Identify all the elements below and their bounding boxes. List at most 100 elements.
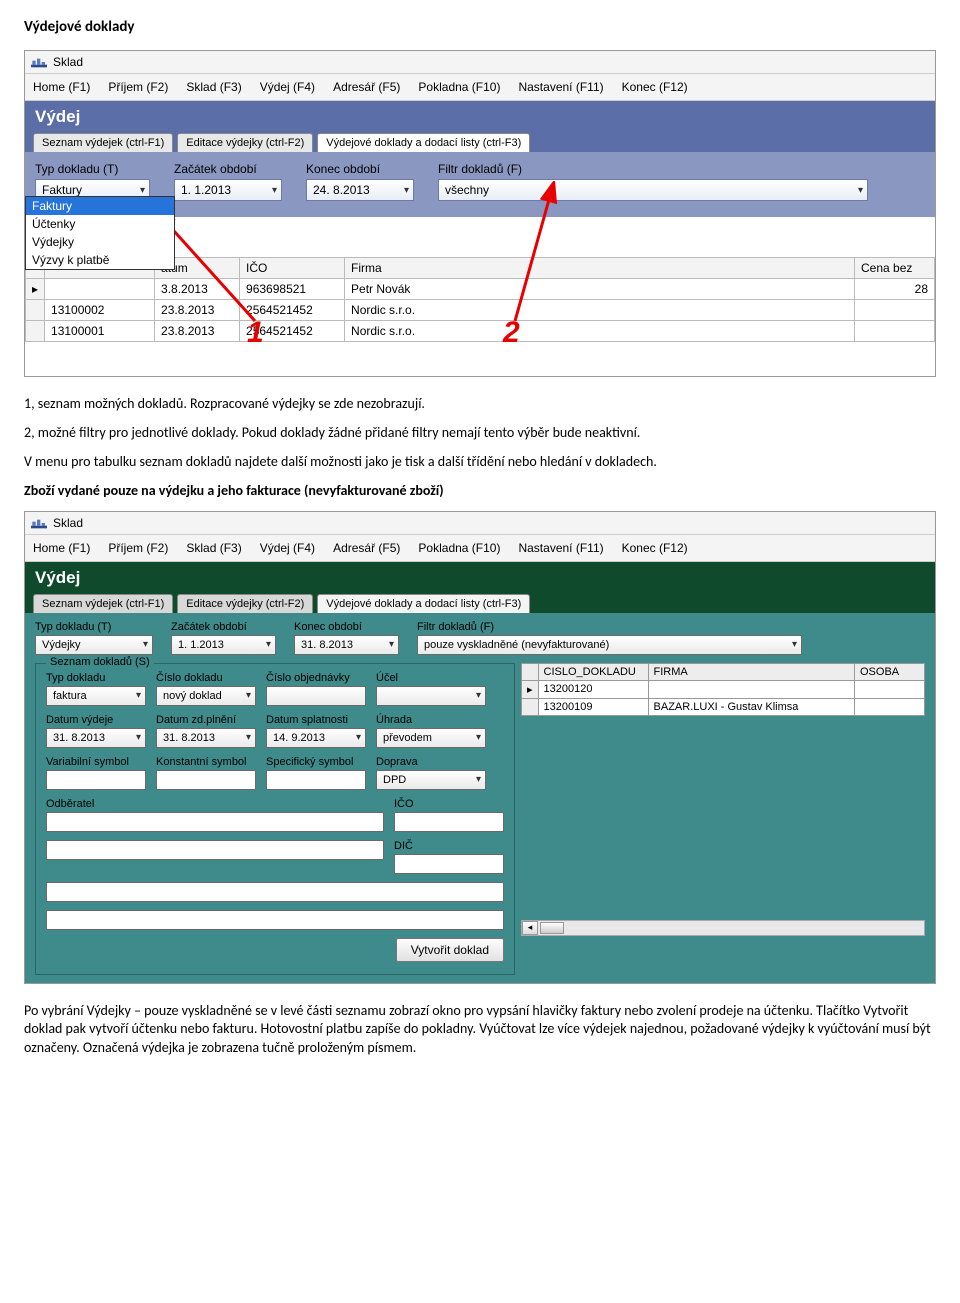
label-zacatek: Začátek období <box>174 162 282 176</box>
scroll-thumb[interactable] <box>540 922 564 934</box>
input-ico[interactable] <box>394 812 504 832</box>
menu-pokladna[interactable]: Pokladna (F10) <box>418 541 500 555</box>
label-vs: Variabilní symbol <box>46 756 146 768</box>
table-row[interactable]: 13100001 23.8.2013 2564521452 Nordic s.r… <box>26 321 935 342</box>
table-row[interactable]: 13100002 23.8.2013 2564521452 Nordic s.r… <box>26 300 935 321</box>
menu-prijem[interactable]: Příjem (F2) <box>108 80 168 94</box>
option-vyzvy[interactable]: Výzvy k platbě <box>26 251 174 269</box>
menu-konec[interactable]: Konec (F12) <box>622 541 688 555</box>
input-cislo-obj[interactable] <box>266 686 366 706</box>
option-vydejky[interactable]: Výdejky <box>26 233 174 251</box>
label-datum-zd: Datum zd.plnění <box>156 714 256 726</box>
tab-seznam[interactable]: Seznam výdejek (ctrl-F1) <box>33 594 173 613</box>
input-odberatel-4[interactable] <box>46 910 504 930</box>
tab-doklady[interactable]: Výdejové doklady a dodací listy (ctrl-F3… <box>317 133 530 152</box>
screenshot-2: Sklad Home (F1) Příjem (F2) Sklad (F3) V… <box>24 511 936 984</box>
right-list: CISLO_DOKLADU FIRMA OSOBA ▸ 13200120 <box>521 663 925 975</box>
label-ss: Specifický symbol <box>266 756 366 768</box>
app-icon <box>31 56 47 68</box>
titlebar: Sklad <box>25 512 935 535</box>
label-konec: Konec období <box>306 162 414 176</box>
menu-prijem[interactable]: Příjem (F2) <box>108 541 168 555</box>
section-header: Výdej <box>25 101 935 129</box>
label-datum-spl: Datum splatnosti <box>266 714 366 726</box>
label-konec: Konec období <box>294 621 399 633</box>
menu-home[interactable]: Home (F1) <box>33 80 90 94</box>
label-ks: Konstantní symbol <box>156 756 256 768</box>
label-typ-dokladu: Typ dokladu (T) <box>35 162 150 176</box>
label-doprava: Doprava <box>376 756 486 768</box>
select-uhrada[interactable]: převodem <box>376 728 486 748</box>
cell <box>855 680 925 698</box>
create-document-button[interactable]: Vytvořit doklad <box>396 938 504 962</box>
menu-sklad[interactable]: Sklad (F3) <box>186 80 241 94</box>
scroll-left-button[interactable]: ◂ <box>522 921 538 935</box>
menu-pokladna[interactable]: Pokladna (F10) <box>418 80 500 94</box>
cell: Nordic s.r.o. <box>345 321 855 342</box>
cell: 13100002 <box>45 300 155 321</box>
select-typ-dokladu[interactable]: Výdejky <box>35 635 153 655</box>
cell: 2564521452 <box>240 300 345 321</box>
menu-konec[interactable]: Konec (F12) <box>622 80 688 94</box>
menu-nastaveni[interactable]: Nastavení (F11) <box>518 80 603 94</box>
label-datum-vydeje: Datum výdeje <box>46 714 146 726</box>
para-2: 2, možné filtry pro jednotlivé doklady. … <box>24 424 936 443</box>
select-filtr[interactable]: všechny <box>438 179 868 201</box>
cell <box>45 279 155 300</box>
select-filtr[interactable]: pouze vyskladněné (nevyfakturované) <box>417 635 802 655</box>
label-zacatek: Začátek období <box>171 621 276 633</box>
filters-bar: Typ dokladu (T) Faktury Začátek období 1… <box>25 152 935 217</box>
table-row[interactable]: 13200109 BAZAR.LUXI - Gustav Klimsa <box>522 698 925 715</box>
select-konec[interactable]: 31. 8.2013 <box>294 635 399 655</box>
menu-vydej[interactable]: Výdej (F4) <box>260 541 315 555</box>
select-ucel[interactable] <box>376 686 486 706</box>
menu-adresar[interactable]: Adresář (F5) <box>333 80 400 94</box>
tab-editace[interactable]: Editace výdejky (ctrl-F2) <box>177 133 313 152</box>
input-vs[interactable] <box>46 770 146 790</box>
menu-nastaveni[interactable]: Nastavení (F11) <box>518 541 603 555</box>
option-faktury[interactable]: Faktury <box>26 197 174 215</box>
screenshot-1: Sklad Home (F1) Příjem (F2) Sklad (F3) V… <box>24 50 936 377</box>
menu-vydej[interactable]: Výdej (F4) <box>260 80 315 94</box>
col-firma: Firma <box>345 258 855 279</box>
subheading: Zboží vydané pouze na výdejku a jeho fak… <box>24 482 936 501</box>
col-cena: Cena bez <box>855 258 935 279</box>
menu-home[interactable]: Home (F1) <box>33 541 90 555</box>
app-icon <box>31 517 47 529</box>
select-datum-spl[interactable]: 14. 9.2013 <box>266 728 366 748</box>
tab-editace[interactable]: Editace výdejky (ctrl-F2) <box>177 594 313 613</box>
input-odberatel-2[interactable] <box>46 840 384 860</box>
input-odberatel[interactable] <box>46 812 384 832</box>
cell <box>855 698 925 715</box>
input-ss[interactable] <box>266 770 366 790</box>
titlebar: Sklad <box>25 51 935 74</box>
label-filtr: Filtr dokladů (F) <box>438 162 868 176</box>
tab-seznam[interactable]: Seznam výdejek (ctrl-F1) <box>33 133 173 152</box>
select-cislo-dokladu[interactable]: nový doklad <box>156 686 256 706</box>
right-table: CISLO_DOKLADU FIRMA OSOBA ▸ 13200120 <box>521 663 925 716</box>
select-konec[interactable]: 24. 8.2013 <box>306 179 414 201</box>
select-zacatek[interactable]: 1. 1.2013 <box>174 179 282 201</box>
label-ico: IČO <box>394 798 504 810</box>
select-typ-dokladu-form[interactable]: faktura <box>46 686 146 706</box>
tab-row: Seznam výdejek (ctrl-F1) Editace výdejky… <box>25 129 935 152</box>
horizontal-scrollbar[interactable]: ◂ <box>521 920 925 936</box>
col-cislo-dokladu: CISLO_DOKLADU <box>538 663 648 680</box>
label-dic: DIČ <box>394 840 504 852</box>
menu-sklad[interactable]: Sklad (F3) <box>186 541 241 555</box>
input-dic[interactable] <box>394 854 504 874</box>
table-row[interactable]: ▸ 13200120 <box>522 680 925 698</box>
input-ks[interactable] <box>156 770 256 790</box>
table-row[interactable]: ▸ 3.8.2013 963698521 Petr Novák 28 <box>26 279 935 300</box>
select-datum-zd[interactable]: 31. 8.2013 <box>156 728 256 748</box>
tab-doklady[interactable]: Výdejové doklady a dodací listy (ctrl-F3… <box>317 594 530 613</box>
menu-adresar[interactable]: Adresář (F5) <box>333 541 400 555</box>
select-datum-vydeje[interactable]: 31. 8.2013 <box>46 728 146 748</box>
option-uctenky[interactable]: Účtenky <box>26 215 174 233</box>
input-odberatel-3[interactable] <box>46 882 504 902</box>
select-zacatek[interactable]: 1. 1.2013 <box>171 635 276 655</box>
cell: BAZAR.LUXI - Gustav Klimsa <box>648 698 854 715</box>
cell <box>855 321 935 342</box>
dropdown-typ-dokladu: Faktury Účtenky Výdejky Výzvy k platbě <box>25 196 175 270</box>
select-doprava[interactable]: DPD <box>376 770 486 790</box>
